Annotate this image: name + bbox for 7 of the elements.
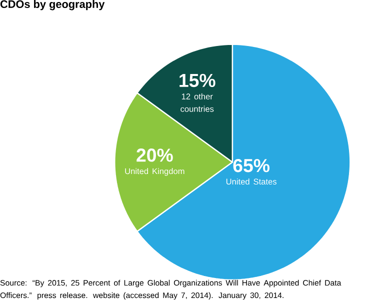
- data-label: 15%: [180, 74, 216, 88]
- data-label: 65%: [233, 159, 270, 172]
- slice-label: United Kingdom: [125, 168, 184, 176]
- slice-label: United States: [226, 178, 276, 185]
- data-label: 20%: [136, 148, 173, 162]
- slice-label: 12 other countries: [180, 93, 214, 112]
- chart-title: CDOs by geography: [0, 0, 105, 10]
